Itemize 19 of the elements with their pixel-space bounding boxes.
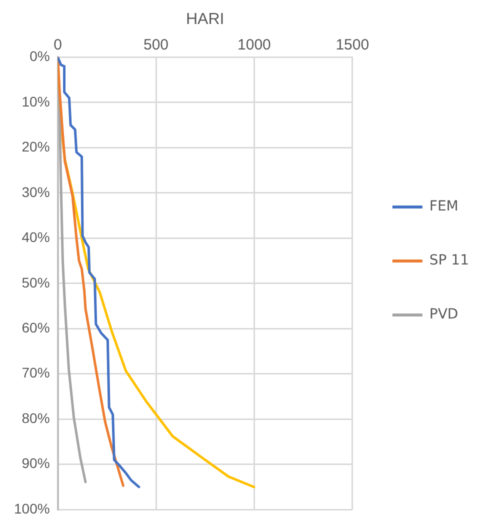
y-tick-label: 100% [14,500,50,516]
legend-label: PVD [429,306,458,323]
x-tick-label: 1000 [238,36,271,54]
y-tick-label: 50% [22,274,50,290]
y-tick-label: 20% [22,138,50,155]
x-tick-label: 500 [143,36,169,54]
y-tick-label: 80% [22,410,50,426]
y-tick-label: 30% [22,184,50,200]
y-tick-label: 0% [30,48,50,64]
legend-label: SP 11 [429,252,469,269]
legend-label: FEM [429,198,458,215]
y-tick-label: 70% [22,364,50,381]
y-tick-label: 10% [22,93,50,110]
x-tick-label: 1500 [336,36,370,54]
x-tick-label: 0 [54,36,62,54]
y-tick-label: 40% [22,229,50,246]
x-axis-title: HARI [186,11,224,28]
y-tick-label: 90% [22,455,50,472]
y-tick-label: 60% [22,320,50,336]
